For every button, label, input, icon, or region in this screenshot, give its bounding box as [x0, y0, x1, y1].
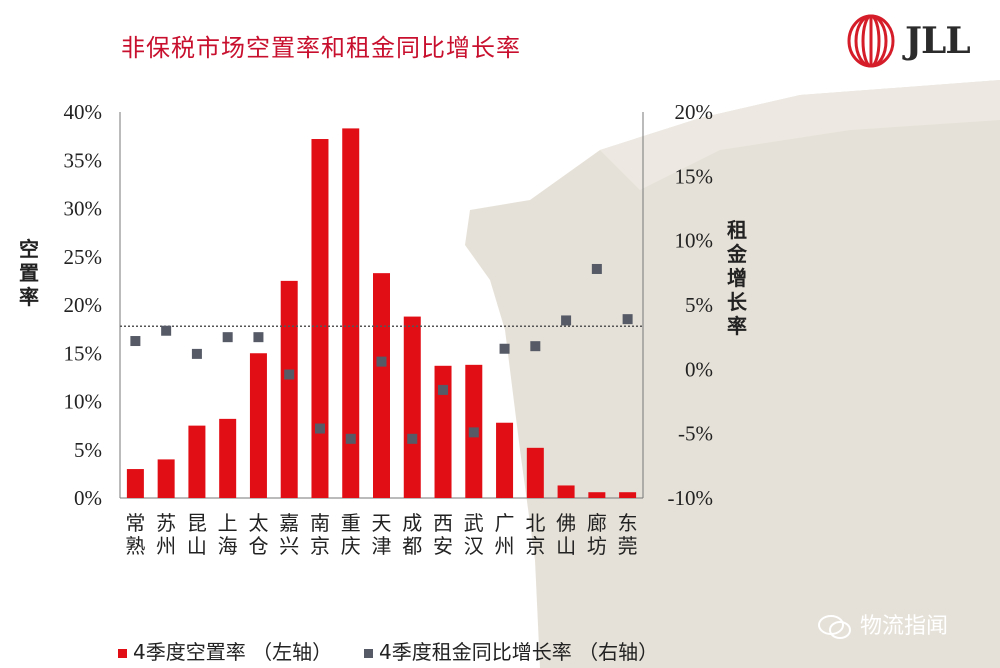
vacancy-bar	[526, 447, 544, 498]
y-tick-left-label: 40%	[64, 100, 103, 124]
rent-growth-marker	[253, 332, 264, 343]
y-axis-right-label: 租金增长率	[727, 218, 747, 338]
rent-growth-marker	[130, 336, 141, 347]
legend-swatch-vacancy	[118, 649, 127, 658]
rent-growth-marker	[284, 369, 295, 380]
x-tick-label: 苏州	[156, 511, 176, 558]
rent-growth-marker	[161, 325, 172, 336]
vacancy-bar	[249, 353, 267, 498]
vacancy-bar	[496, 422, 514, 498]
y-tick-right-label: -10%	[668, 486, 714, 510]
logo-text: JLL	[905, 20, 971, 62]
x-tick-label: 昆山	[187, 511, 207, 558]
x-tick-label: 武汉	[464, 511, 484, 558]
y-tick-left-label: 25%	[64, 245, 103, 269]
vacancy-bar	[588, 492, 606, 498]
rent-growth-marker	[499, 343, 510, 354]
y-tick-left-label: 0%	[74, 486, 102, 510]
vacancy-bar	[126, 469, 144, 498]
jll-logo: JLL	[845, 14, 980, 69]
legend-item-rent-growth: 4季度租金同比增长率 （右轴）	[364, 636, 658, 665]
wechat-icon	[818, 615, 851, 639]
rent-growth-marker	[530, 341, 541, 352]
x-tick-label: 上海	[218, 511, 238, 558]
x-tick-label: 南京	[310, 511, 330, 558]
x-tick-label: 常熟	[125, 511, 145, 558]
x-tick-label: 北京	[525, 511, 545, 558]
y-tick-left-label: 35%	[64, 148, 103, 172]
x-tick-label: 东莞	[618, 511, 638, 558]
y-tick-right-label: 20%	[675, 100, 714, 124]
x-tick-label: 廊坊	[587, 511, 607, 558]
y-tick-right-label: 15%	[675, 164, 714, 188]
rent-growth-marker	[314, 423, 325, 434]
y-tick-right-label: -5%	[678, 422, 713, 446]
vacancy-bar	[311, 139, 329, 498]
legend-swatch-rent-growth	[364, 649, 373, 658]
y-tick-left-label: 5%	[74, 438, 102, 462]
y-tick-right-label: 0%	[685, 357, 713, 381]
watermark-text: 物流指闻	[860, 614, 949, 639]
x-tick-label: 成都	[402, 511, 422, 558]
vacancy-bar	[373, 273, 390, 498]
rent-growth-marker	[561, 315, 572, 326]
x-tick-label: 广州	[495, 511, 515, 558]
vacancy-bar	[157, 459, 175, 498]
y-tick-left-label: 30%	[64, 197, 103, 221]
vacancy-bar	[557, 485, 575, 498]
vacancy-bar	[403, 316, 421, 498]
rent-growth-marker	[407, 433, 418, 444]
x-tick-label: 西安	[433, 511, 453, 558]
vacancy-bar	[219, 418, 237, 498]
y-tick-left-label: 20%	[64, 293, 103, 317]
y-tick-right-label: 10%	[675, 229, 714, 253]
y-tick-left-label: 10%	[64, 390, 103, 414]
rent-growth-marker	[345, 433, 356, 444]
vacancy-bar	[434, 365, 452, 498]
rent-growth-marker	[468, 427, 479, 438]
rent-growth-marker	[191, 348, 202, 359]
vacancy-bar	[280, 280, 298, 498]
x-tick-label: 佛山	[556, 511, 576, 558]
y-axis-left-label: 空置率	[19, 237, 39, 309]
jll-logo-icon	[847, 14, 895, 68]
y-tick-right-label: 5%	[685, 293, 713, 317]
legend-label-vacancy: 4季度空置率 （左轴）	[133, 640, 333, 664]
rent-growth-marker	[222, 332, 233, 343]
x-tick-label: 重庆	[341, 511, 361, 558]
rent-growth-marker	[376, 356, 387, 367]
chart-title: 非保税市场空置率和租金同比增长率	[121, 34, 521, 62]
legend-label-rent-growth: 4季度租金同比增长率 （右轴）	[379, 640, 659, 664]
rent-growth-marker	[622, 314, 633, 325]
vacancy-bar	[619, 492, 637, 498]
rent-growth-marker	[438, 384, 449, 395]
vacancy-bar	[188, 425, 206, 498]
vacancy-bar	[342, 128, 360, 498]
watermark: 物流指闻	[818, 608, 948, 640]
y-tick-left-label: 15%	[64, 341, 103, 365]
x-tick-label: 嘉兴	[279, 511, 299, 558]
x-tick-label: 天津	[372, 511, 392, 558]
x-tick-label: 太仓	[248, 511, 268, 558]
legend-item-vacancy: 4季度空置率 （左轴）	[118, 636, 332, 665]
rent-growth-marker	[591, 263, 602, 274]
